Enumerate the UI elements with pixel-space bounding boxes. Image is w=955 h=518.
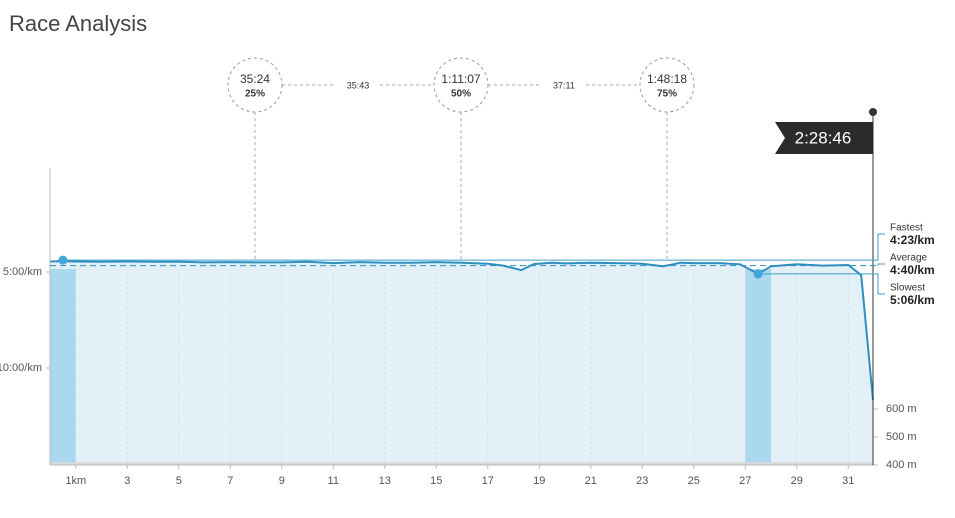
- x-tick-label: 21: [585, 475, 597, 487]
- split-time: 35:43: [347, 80, 370, 90]
- x-tick-label: 9: [279, 475, 285, 487]
- x-tick-label: 23: [636, 475, 648, 487]
- y-tick-label: 5:00/km: [3, 266, 42, 278]
- stat-value: 4:23/km: [890, 233, 935, 247]
- stat-value: 5:06/km: [890, 293, 935, 307]
- x-tick-label: 31: [842, 475, 854, 487]
- x-tick-label: 11: [328, 475, 339, 487]
- checkpoint-percent: 25%: [245, 89, 265, 100]
- stat-value: 4:40/km: [890, 263, 935, 277]
- x-tick-label: 15: [430, 475, 442, 487]
- stat-dot: [753, 269, 763, 279]
- stat-name: Slowest: [890, 283, 925, 294]
- chart-title: Race Analysis: [9, 11, 147, 36]
- stat-bracket: [877, 273, 885, 295]
- highlight-band: [50, 269, 76, 465]
- checkpoint-percent: 50%: [451, 89, 471, 100]
- x-tick-label: 5: [176, 475, 182, 487]
- x-tick-label: 29: [791, 475, 803, 487]
- x-tick-label: 1km: [65, 475, 86, 487]
- stat-bracket: [877, 233, 885, 261]
- x-tick-label: 25: [688, 475, 700, 487]
- checkpoint-time: 1:48:18: [647, 72, 687, 86]
- split-time: 37:11: [553, 80, 575, 90]
- finish-dot: [869, 108, 877, 116]
- y2-tick-label: 600 m: [886, 403, 917, 415]
- pace-area: [50, 261, 873, 465]
- finish-time: 2:28:46: [795, 128, 852, 147]
- x-tick-label: 7: [227, 475, 233, 487]
- stat-name: Fastest: [890, 223, 923, 234]
- highlight-band: [745, 269, 772, 465]
- y-tick-label: 10:00/km: [0, 362, 42, 374]
- checkpoint-time: 35:24: [240, 72, 270, 86]
- stat-name: Average: [890, 253, 928, 264]
- x-tick-label: 3: [124, 475, 130, 487]
- stat-dot: [58, 255, 68, 265]
- y2-tick-label: 500 m: [886, 431, 917, 443]
- x-tick-label: 17: [482, 475, 494, 487]
- checkpoint-percent: 75%: [657, 89, 677, 100]
- x-tick-label: 13: [379, 475, 391, 487]
- elevation-area: [50, 462, 873, 465]
- checkpoint-time: 1:11:07: [441, 72, 480, 86]
- stat-bracket: [877, 263, 885, 266]
- x-tick-label: 19: [533, 475, 545, 487]
- finish-flag: [775, 122, 873, 154]
- x-tick-label: 27: [739, 475, 751, 487]
- y2-tick-label: 400 m: [886, 459, 917, 471]
